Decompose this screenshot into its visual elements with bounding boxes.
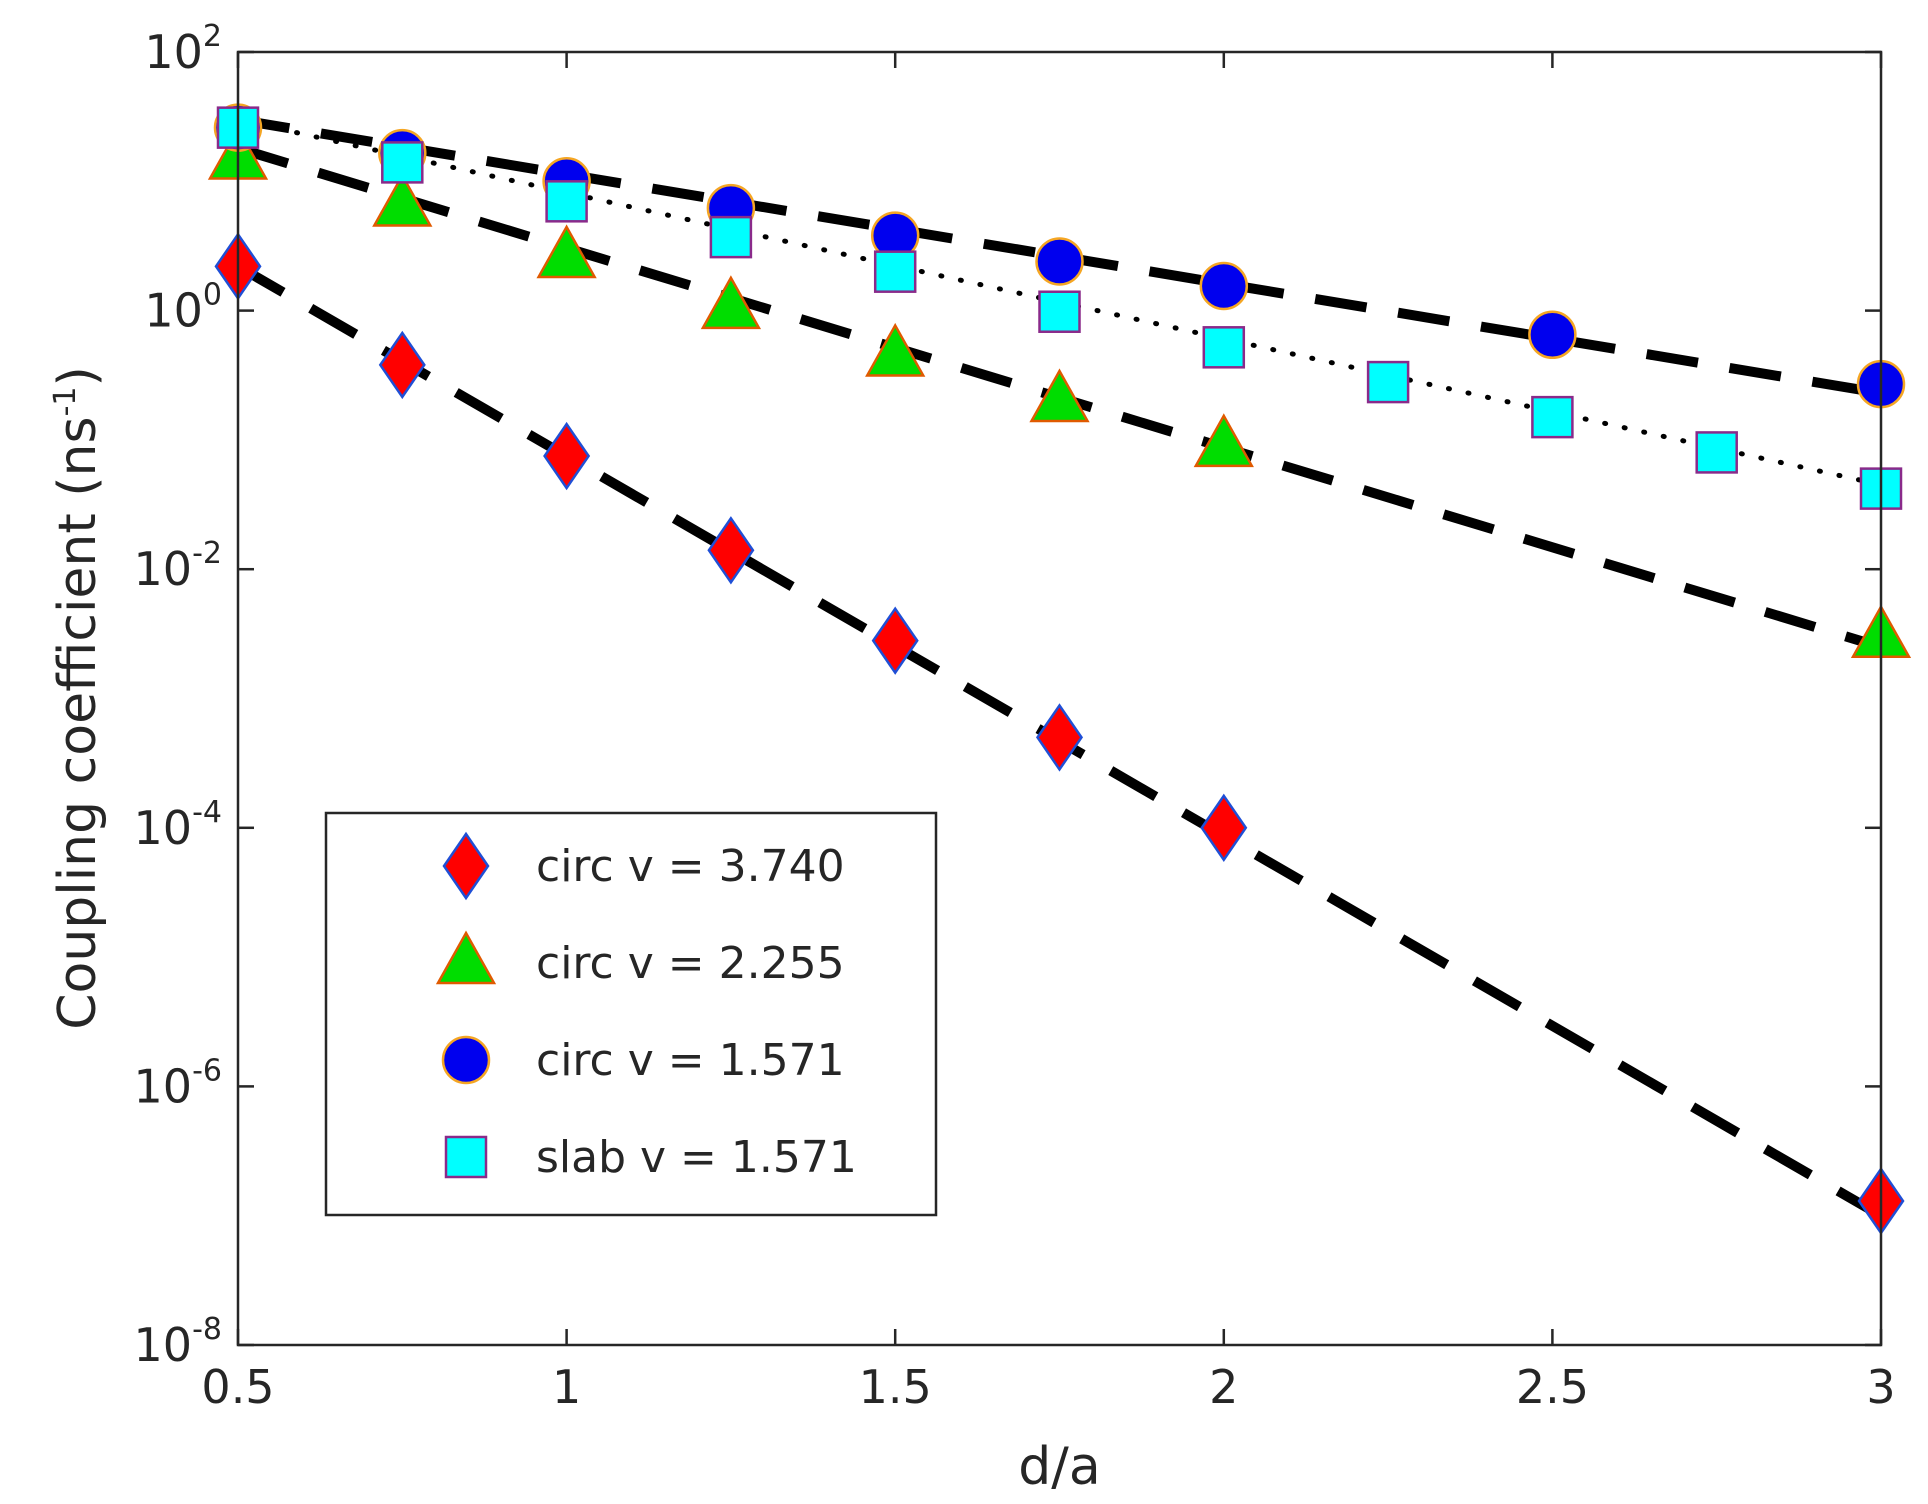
data-point-square (709, 215, 753, 259)
data-point-diamond (378, 330, 426, 400)
axis-ticks: 0.5 1 1.5 2 2.5 3 102 100 10-2 10-4 10-6 10-8 (134, 19, 1896, 1414)
legend-marker-triangle (435, 930, 497, 985)
data-point-square (1695, 431, 1738, 474)
data-point-diamond (871, 606, 919, 675)
y-tick-label: 10-6 (134, 1053, 222, 1113)
y-tick-label: 102 (144, 19, 222, 79)
x-tick-label: 2.5 (1516, 1360, 1589, 1414)
y-tick-label: 10-4 (134, 795, 222, 855)
y-tick-label: 100 (144, 278, 222, 338)
y-axis-title-tail: ) (48, 366, 108, 386)
x-axis-title: d/a (1018, 1437, 1100, 1497)
x-tick-label: 1.5 (859, 1360, 932, 1414)
data-point-square (1531, 395, 1574, 439)
data-point-triangle (865, 322, 926, 377)
x-tick-label: 0.5 (201, 1360, 274, 1414)
data-point-triangle (372, 172, 433, 227)
data-point-square (1038, 290, 1081, 333)
y-axis-title-exp: -1 (48, 386, 83, 416)
data-point-triangle (1029, 368, 1090, 423)
data-point-square (873, 250, 917, 293)
data-point-square (381, 141, 424, 184)
legend-label: circ v = 1.571 (536, 1035, 845, 1086)
data-point-square (545, 180, 588, 223)
x-tick-label: 3 (1866, 1360, 1895, 1414)
data-point-triangle (1193, 413, 1254, 468)
data-point-triangle (536, 224, 597, 279)
legend-label: circ v = 3.740 (536, 841, 845, 892)
legend-marker-circle (441, 1035, 491, 1085)
data-point-circle (1035, 237, 1084, 286)
data-point-triangle (700, 275, 762, 330)
plot-area-frame (236, 50, 1883, 1347)
data-point-diamond (1035, 703, 1084, 772)
data-point-diamond (543, 421, 591, 491)
data-point-circle (1528, 310, 1577, 360)
y-axis-title: Coupling coefficient (ns-1) (48, 366, 108, 1030)
series-square (216, 106, 1903, 510)
data-point-diamond (1200, 793, 1248, 863)
legend: circ v = 3.740 circ v = 2.255 circ v = 1.5… (324, 811, 938, 1217)
legend-label: slab v = 1.571 (536, 1132, 857, 1183)
legend-marker-square (444, 1135, 488, 1179)
y-tick-label: 10-8 (134, 1312, 222, 1372)
legend-box (324, 811, 938, 1217)
x-tick-label: 1 (552, 1360, 581, 1414)
x-tick-label: 2 (1209, 1360, 1238, 1414)
data-point-square (1366, 360, 1410, 404)
y-axis-title-main: Coupling coefficient (ns (48, 416, 108, 1029)
data-point-square (1202, 326, 1246, 369)
legend-label: circ v = 2.255 (536, 938, 845, 989)
y-tick-label: 10-2 (134, 536, 222, 596)
fit-line (237, 114, 1882, 399)
data-point-diamond (707, 516, 755, 585)
legend-marker-diamond (442, 831, 490, 901)
data-point-circle (1199, 261, 1249, 311)
